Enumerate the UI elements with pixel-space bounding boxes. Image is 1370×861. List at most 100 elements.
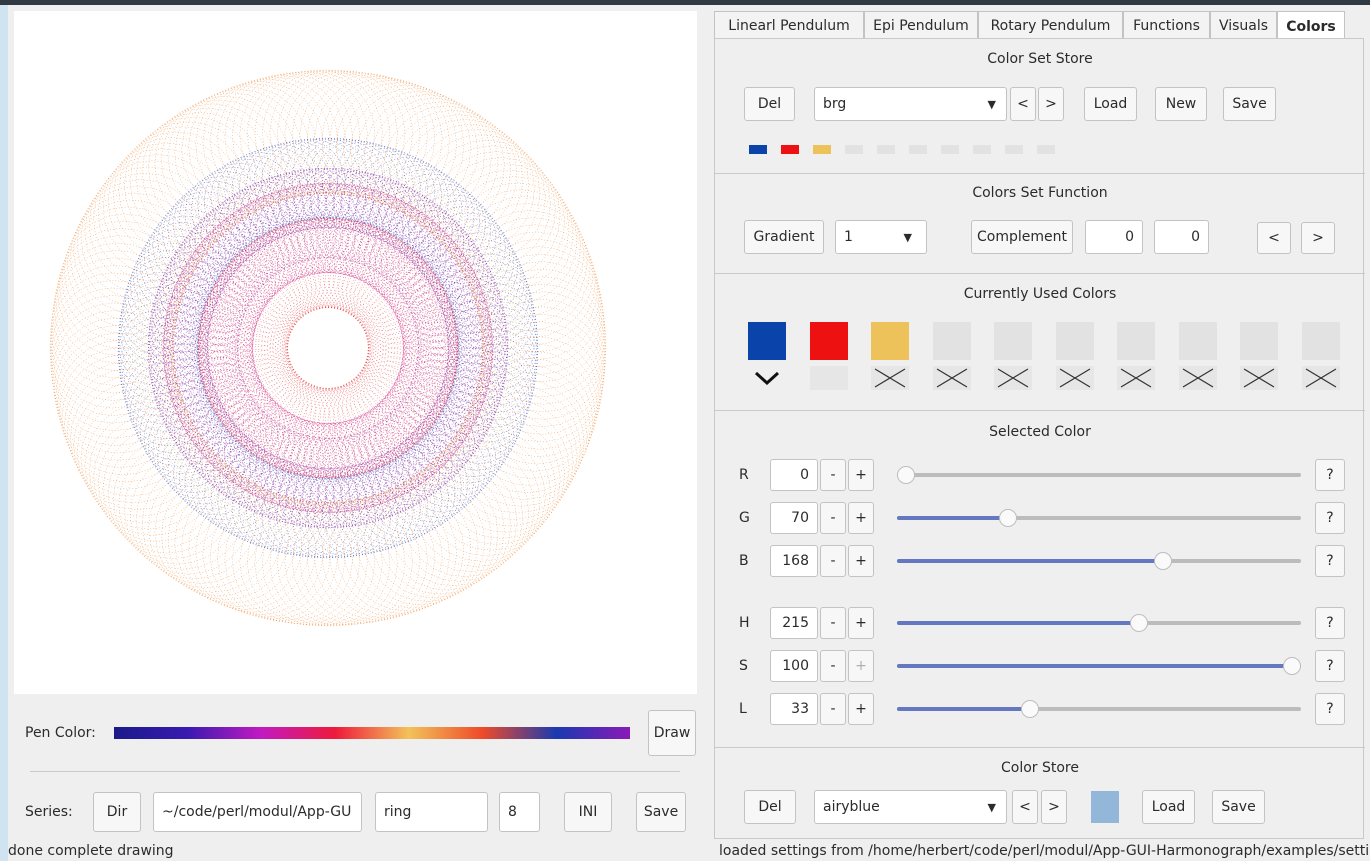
remove-color-icon[interactable] <box>932 366 971 390</box>
channel-l-minus-button[interactable]: - <box>820 693 846 725</box>
remove-color-icon[interactable] <box>871 366 909 390</box>
channel-h-help-button[interactable]: ? <box>1315 607 1345 639</box>
color-set-swatch-4[interactable] <box>845 145 863 154</box>
channel-s-slider[interactable] <box>897 657 1301 675</box>
channel-s-slider-handle[interactable] <box>1283 657 1301 675</box>
channel-g-slider[interactable] <box>897 509 1301 527</box>
channel-b-slider-handle[interactable] <box>1154 552 1173 570</box>
used-color-swatch-9[interactable] <box>1240 322 1278 360</box>
channel-r-slider-handle[interactable] <box>897 466 915 484</box>
channel-l-slider-handle[interactable] <box>1021 700 1040 718</box>
gradient-button[interactable]: Gradient <box>744 220 824 254</box>
color-store-load-button[interactable]: Load <box>1142 790 1195 824</box>
channel-b-minus-button[interactable]: - <box>820 545 846 577</box>
channel-r-minus-button[interactable]: - <box>820 459 846 491</box>
channel-r-plus-button[interactable]: + <box>848 459 874 491</box>
channel-b-value-input[interactable]: 168 <box>770 545 818 577</box>
tab-colors[interactable]: Colors <box>1277 11 1345 41</box>
color-set-prev-button[interactable]: < <box>1010 87 1036 121</box>
channel-h-value-input[interactable]: 215 <box>770 607 818 639</box>
tab-visuals[interactable]: Visuals <box>1210 11 1277 39</box>
color-set-swatch-6[interactable] <box>909 145 927 154</box>
channel-g-minus-button[interactable]: - <box>820 502 846 534</box>
channel-s-value-input[interactable]: 100 <box>770 650 818 682</box>
color-set-swatch-8[interactable] <box>973 145 991 154</box>
color-store-select[interactable]: airyblue ▼ <box>814 790 1007 824</box>
channel-g-help-button[interactable]: ? <box>1315 502 1345 534</box>
color-set-load-button[interactable]: Load <box>1084 87 1137 121</box>
used-color-swatch-10[interactable] <box>1301 322 1340 360</box>
channel-s-help-button[interactable]: ? <box>1315 650 1345 682</box>
used-color-swatch-5[interactable] <box>994 322 1032 360</box>
channel-g-value-input[interactable]: 70 <box>770 502 818 534</box>
used-color-swatch-6[interactable] <box>1055 322 1094 360</box>
channel-s-plus-button[interactable]: + <box>848 650 874 682</box>
color-set-swatch-10[interactable] <box>1037 145 1055 154</box>
channel-g-slider-handle[interactable] <box>999 509 1018 527</box>
color-set-new-button[interactable]: New <box>1155 87 1207 121</box>
selected-chevron-icon[interactable] <box>748 366 786 390</box>
channel-r-value-input[interactable]: 0 <box>770 459 818 491</box>
series-name-input[interactable]: ring <box>375 792 488 832</box>
color-set-swatch-2[interactable] <box>781 145 799 154</box>
function-value-2[interactable]: 0 <box>1154 220 1209 254</box>
top-border <box>0 0 1370 5</box>
channel-g-plus-button[interactable]: + <box>848 502 874 534</box>
remove-color-icon[interactable] <box>1117 366 1155 390</box>
used-color-swatch-1[interactable] <box>748 322 786 360</box>
color-store-prev-button[interactable]: < <box>1012 790 1038 824</box>
used-color-swatch-7[interactable] <box>1117 322 1155 360</box>
color-set-next-button[interactable]: > <box>1038 87 1064 121</box>
channel-l-help-button[interactable]: ? <box>1315 693 1345 725</box>
color-set-swatch-7[interactable] <box>941 145 959 154</box>
series-save-button[interactable]: Save <box>636 792 686 832</box>
color-store-save-button[interactable]: Save <box>1212 790 1265 824</box>
complement-button[interactable]: Complement <box>971 220 1073 254</box>
tab-linear-pendulum[interactable]: Linearl Pendulum <box>714 11 864 39</box>
channel-h-slider[interactable] <box>897 614 1301 632</box>
channel-b-slider[interactable] <box>897 552 1301 570</box>
color-set-swatch-9[interactable] <box>1005 145 1023 154</box>
draw-button[interactable]: Draw <box>648 710 696 756</box>
used-color-swatch-8[interactable] <box>1178 322 1217 360</box>
gradient-select[interactable]: 1 ▼ <box>835 220 927 254</box>
channel-l-slider[interactable] <box>897 700 1301 718</box>
tab-functions[interactable]: Functions <box>1123 11 1210 39</box>
remove-color-icon[interactable] <box>1178 366 1217 390</box>
tab-epi-pendulum[interactable]: Epi Pendulum <box>864 11 978 39</box>
tab-rotary-pendulum[interactable]: Rotary Pendulum <box>978 11 1123 39</box>
function-prev-button[interactable]: < <box>1257 222 1291 254</box>
color-set-select[interactable]: brg ▼ <box>814 87 1007 121</box>
color-set-save-button[interactable]: Save <box>1223 87 1276 121</box>
color-set-del-button[interactable]: Del <box>744 87 795 121</box>
channel-h-minus-button[interactable]: - <box>820 607 846 639</box>
series-number-input[interactable]: 8 <box>499 792 540 832</box>
used-color-swatch-2[interactable] <box>809 322 848 360</box>
channel-l-value-input[interactable]: 33 <box>770 693 818 725</box>
color-set-swatch-3[interactable] <box>813 145 831 154</box>
channel-l-plus-button[interactable]: + <box>848 693 874 725</box>
channel-l-slider-fill <box>897 707 1031 711</box>
remove-color-icon[interactable] <box>1240 366 1278 390</box>
function-next-button[interactable]: > <box>1301 222 1335 254</box>
color-set-swatch-5[interactable] <box>877 145 895 154</box>
channel-r-help-button[interactable]: ? <box>1315 459 1345 491</box>
channel-h-plus-button[interactable]: + <box>848 607 874 639</box>
channel-b-plus-button[interactable]: + <box>848 545 874 577</box>
ini-button[interactable]: INI <box>564 792 612 832</box>
function-value-1[interactable]: 0 <box>1085 220 1143 254</box>
color-set-swatch-1[interactable] <box>749 145 767 154</box>
dir-button[interactable]: Dir <box>93 792 141 832</box>
channel-h-slider-handle[interactable] <box>1130 614 1149 632</box>
path-input[interactable]: ~/code/perl/modul/App-GU <box>153 792 362 832</box>
remove-color-icon[interactable] <box>1301 366 1340 390</box>
channel-s-minus-button[interactable]: - <box>820 650 846 682</box>
color-store-next-button[interactable]: > <box>1041 790 1067 824</box>
channel-r-slider[interactable] <box>897 466 1301 484</box>
remove-color-icon[interactable] <box>994 366 1032 390</box>
color-store-del-button[interactable]: Del <box>744 790 796 824</box>
used-color-swatch-4[interactable] <box>932 322 971 360</box>
remove-color-icon[interactable] <box>1055 366 1094 390</box>
channel-b-help-button[interactable]: ? <box>1315 545 1345 577</box>
used-color-swatch-3[interactable] <box>871 322 909 360</box>
